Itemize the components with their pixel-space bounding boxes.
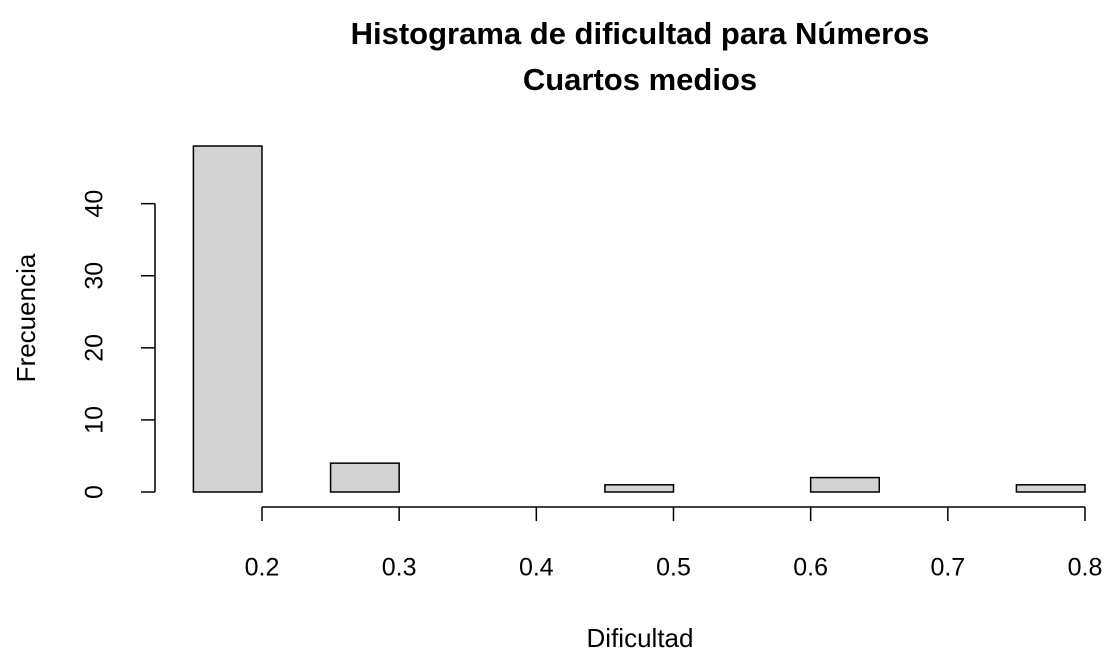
y-tick-label: 40 — [81, 190, 109, 218]
bar — [604, 484, 675, 493]
x-tick-label: 0.5 — [656, 554, 691, 582]
bar — [809, 476, 880, 493]
x-tick-label: 0.2 — [245, 554, 280, 582]
bar — [329, 462, 400, 493]
chart-title: Histograma de dificultad para Números — [351, 16, 930, 51]
x-tick-label: 0.8 — [1068, 554, 1103, 582]
y-tick-label: 20 — [81, 334, 109, 362]
chart-title: Cuartos medios — [523, 62, 757, 97]
y-tick-label: 10 — [81, 406, 109, 434]
y-tick-label: 0 — [81, 485, 109, 499]
x-tick-label: 0.4 — [519, 554, 554, 582]
bar — [1015, 484, 1086, 493]
y-tick-label: 30 — [81, 262, 109, 290]
y-axis-label: Frecuencia — [11, 253, 41, 382]
x-tick-label: 0.3 — [382, 554, 417, 582]
bar — [192, 145, 263, 493]
x-axis-label: Dificultad — [587, 623, 694, 653]
x-tick-label: 0.7 — [930, 554, 965, 582]
x-tick-label: 0.6 — [793, 554, 828, 582]
